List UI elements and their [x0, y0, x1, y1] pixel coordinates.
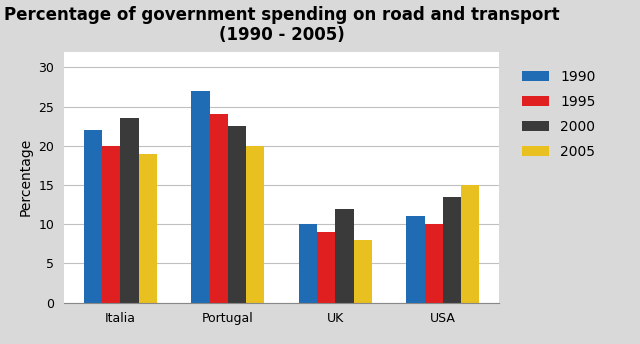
Bar — [461, 185, 479, 303]
Bar — [102, 146, 120, 303]
Bar — [299, 224, 317, 303]
Bar — [424, 224, 443, 303]
Bar — [443, 197, 461, 303]
Bar — [191, 91, 209, 303]
Bar — [84, 130, 102, 303]
Bar — [139, 154, 157, 303]
Bar — [120, 118, 139, 303]
Title: Percentage of government spending on road and transport
(1990 - 2005): Percentage of government spending on roa… — [4, 6, 559, 44]
Bar — [246, 146, 264, 303]
Bar — [228, 126, 246, 303]
Bar — [354, 240, 372, 303]
Bar — [335, 208, 354, 303]
Bar — [317, 232, 335, 303]
Y-axis label: Percentage: Percentage — [19, 138, 33, 216]
Bar — [209, 115, 228, 303]
Bar — [406, 216, 424, 303]
Legend: 1990, 1995, 2000, 2005: 1990, 1995, 2000, 2005 — [511, 58, 607, 170]
